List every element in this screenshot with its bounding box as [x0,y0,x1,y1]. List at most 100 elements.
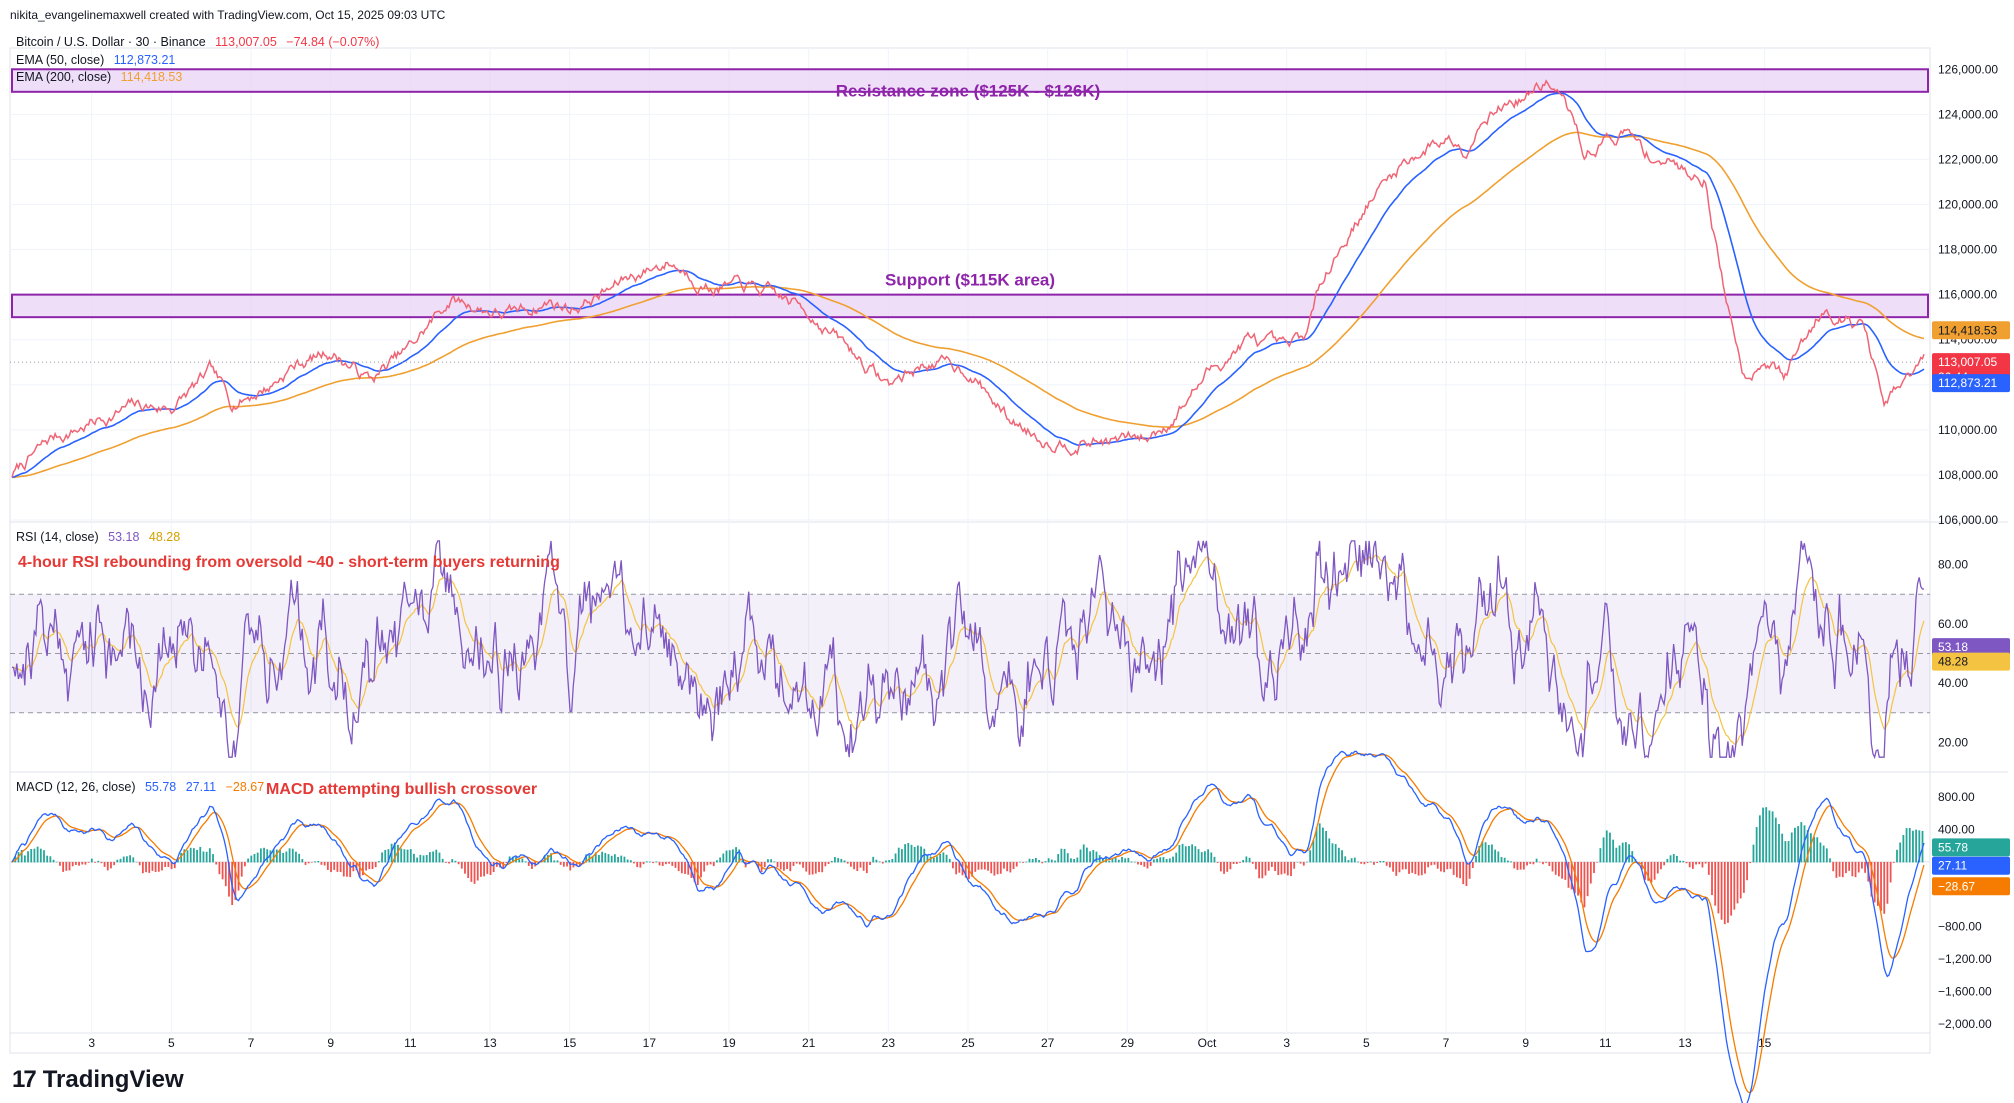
macd-legend[interactable]: MACD (12, 26, close) 55.78 27.11 −28.67 [16,780,264,794]
macd-histogram-bar [349,861,352,878]
macd-histogram-bar [1561,861,1564,879]
macd-histogram-bar [869,861,871,865]
macd-histogram-bar [661,861,664,866]
macd-histogram-bar [1089,851,1091,863]
macd-histogram-bar [1679,860,1682,863]
macd-histogram-bar [1229,861,1232,870]
macd-histogram-bar [569,861,572,871]
macd-histogram-bar [365,861,368,871]
macd-histogram-bar [1580,861,1583,903]
macd-histogram-bar [97,860,100,863]
macd-histogram-bar [703,861,706,872]
macd-histogram-bar [773,861,776,863]
rsi-legend[interactable]: RSI (14, close) 53.18 48.28 [16,530,180,544]
macd-histogram-bar [1318,823,1321,863]
macd-histogram-bar [1522,861,1525,870]
macd-histogram-bar [71,861,74,867]
macd-histogram-bar [958,861,961,873]
macd-histogram-bar [23,855,26,863]
resistance-zone [11,68,1929,93]
macd-histogram-bar [30,848,33,863]
tradingview-logo[interactable]: 17 TradingView [12,1066,184,1094]
macd-histogram-bar [1755,827,1758,863]
macd-histogram-bar [119,858,122,863]
rsi-line [11,540,1925,760]
macd-histogram-bar [524,861,527,863]
macd-histogram-bar [1388,861,1391,868]
macd-histogram-bar [668,861,671,864]
macd-value: 55.78 [144,780,177,794]
macd-histogram-bar [1274,861,1276,872]
macd-histogram-bar [129,855,132,863]
macd-histogram-bar [1267,861,1270,871]
macd-histogram-bar [521,858,524,863]
macd-histogram-bar [693,861,696,883]
macd-histogram-bar [1446,861,1449,870]
macd-histogram-bar [859,861,862,868]
ema50-legend[interactable]: EMA (50, close) 112,873.21 [16,53,175,67]
macd-histogram-bar [1286,861,1289,876]
macd-histogram-bar [1736,861,1739,904]
macd-histogram-bar [1513,861,1516,869]
macd-histogram-bar [205,851,208,863]
macd-histogram-bar [840,858,843,863]
macd-histogram-bar [135,861,138,863]
symbol-legend[interactable]: Bitcoin / U.S. Dollar · 30 · Binance 113… [16,35,379,49]
macd-histogram-bar [1880,861,1882,911]
macd-histogram-bar [1771,811,1774,863]
macd-histogram-bar [1886,861,1889,904]
macd-histogram-bar [1223,861,1225,874]
macd-histogram-bar [234,861,237,900]
macd-histogram-bar [1108,860,1111,863]
macd-histogram-bar [55,861,58,863]
price-axis-label: 120,000.00 [1938,197,1998,211]
macd-histogram-bar [1711,861,1713,896]
macd-histogram-bar [725,850,728,863]
ema200-price-badge [1932,321,2010,340]
macd-histogram-bar [266,849,269,863]
tradingview-logo-icon: 17 [12,1066,37,1093]
macd-histogram-bar [1066,853,1069,863]
macd-histogram-bar [1532,861,1535,865]
macd-histogram-bar [170,861,173,870]
macd-histogram-bar [1494,849,1497,863]
macd-histogram-bar [1577,861,1579,896]
macd-histogram-bar [1178,845,1181,863]
macd-histogram-bar [901,849,903,863]
macd-histogram-bar [1168,858,1171,863]
macd-histogram-bar [1784,841,1787,863]
macd-histogram-bar [1315,827,1318,863]
resistance-annotation: Resistance zone ($125K - $126K) [836,81,1101,100]
macd-histogram-bar [59,861,61,866]
macd-histogram-bar [1357,861,1359,863]
macd-histogram-bar [432,851,434,863]
macd-histogram-bar [1235,861,1238,864]
macd-histogram-bar [247,858,250,863]
macd-histogram-bar [1609,832,1611,863]
macd-histogram-bar [263,847,265,863]
macd-histogram-bar [728,850,731,863]
last-price-badge-text: 113,007.05 [1938,355,1997,369]
macd-histogram-bar [122,856,125,863]
macd-histogram-bar [1778,824,1780,863]
macd-histogram-bar [1682,860,1685,863]
macd-histogram-bar [999,861,1002,874]
macd-histogram-bar [1082,844,1085,863]
macd-axis-label: −2,000.00 [1938,1017,1992,1031]
ema200-legend[interactable]: EMA (200, close) 114,418.53 [16,70,182,84]
macd-histogram-bar [1003,861,1005,869]
macd-histogram-bar [1398,861,1401,873]
macd-histogram-bar [1478,845,1481,863]
price-axis-label: 122,000.00 [1938,152,1998,166]
macd-histogram-bar [480,861,482,877]
macd-histogram-bar [1570,861,1573,890]
macd-histogram-bar [371,861,374,870]
macd-histogram-bar [604,853,607,863]
macd-histogram-bar [952,861,954,869]
macd-histogram-bar [1545,861,1548,863]
macd-histogram-bar [716,860,718,863]
macd-histogram-bar [1809,833,1812,863]
macd-histogram-bar [250,855,253,863]
macd-histogram-bar [971,861,973,877]
macd-histogram-bar [62,861,65,872]
